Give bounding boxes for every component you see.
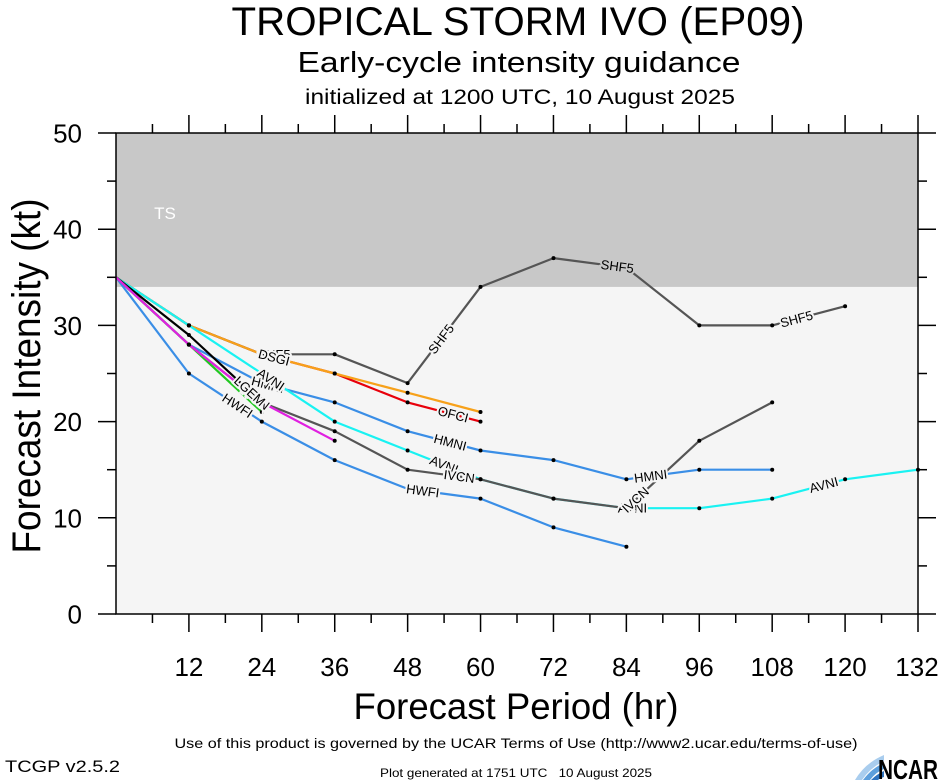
series-line-hwfi xyxy=(115,276,627,548)
data-point-shf5 xyxy=(770,323,775,328)
data-point-hwfi xyxy=(405,486,410,491)
ncar-logo-swoosh-dark xyxy=(871,771,884,780)
data-point-shf5 xyxy=(624,265,629,270)
data-point-series-10 xyxy=(186,342,191,347)
chart-title: TROPICAL STORM IVO (EP09) xyxy=(232,0,805,44)
data-point-hwfi xyxy=(624,544,629,549)
y-tick-label: 40 xyxy=(53,215,82,245)
ncar-logo-swoosh-mid xyxy=(863,763,884,780)
chart-init-time: initialized at 1200 UTC, 10 August 2025 xyxy=(305,86,735,109)
x-tick-label: 36 xyxy=(320,652,349,682)
intensity-band-ts xyxy=(116,133,918,287)
series-label-ivcn: IVCN xyxy=(443,467,476,486)
data-point-hmni xyxy=(624,477,629,482)
series-points xyxy=(186,256,920,549)
y-tick-label: 0 xyxy=(68,600,82,630)
data-point-series-9 xyxy=(259,410,264,414)
data-point-avni xyxy=(186,323,191,328)
data-point-series-10 xyxy=(259,400,264,405)
y-tick-label: 10 xyxy=(53,503,82,533)
data-point-series-10 xyxy=(332,438,337,443)
data-point-hmni xyxy=(259,381,264,386)
series-label-hwfi: HWFI xyxy=(405,481,440,500)
series-label-shf5: SHF5 xyxy=(257,347,290,362)
x-tick-label: 60 xyxy=(466,652,495,682)
data-point-dsgi xyxy=(332,371,337,376)
data-point-shf5 xyxy=(332,352,337,357)
data-point-lgem xyxy=(186,333,191,337)
data-point-avni xyxy=(259,371,264,376)
data-point-ivcn xyxy=(624,506,629,511)
x-tick-label: 96 xyxy=(685,652,714,682)
data-point-dsgi xyxy=(405,390,410,395)
intensity-band-label: TS xyxy=(154,204,176,223)
data-point-hwfi xyxy=(478,496,483,501)
data-point-avni xyxy=(405,448,410,453)
axes: 0 10 20 30 40 50 12 24 36 48 60 72 84 96 108 120 132 xyxy=(53,115,939,682)
data-point-hwfi xyxy=(332,458,337,463)
data-point-hwfi xyxy=(259,419,264,424)
x-tick-label: 48 xyxy=(393,652,422,682)
series-label-shf5: SHF5 xyxy=(600,257,635,276)
ncar-logo: NCAR xyxy=(855,754,938,780)
data-point-shf5 xyxy=(478,284,483,289)
x-tick-label: 12 xyxy=(174,652,203,682)
x-tick-label: 84 xyxy=(612,652,641,682)
data-point-avni xyxy=(770,496,775,501)
data-point-ivcn xyxy=(478,477,483,482)
data-point-shf5 xyxy=(551,256,556,261)
data-point-ivcn xyxy=(332,429,337,434)
data-point-ivcn xyxy=(551,496,556,501)
data-point-hmni xyxy=(478,448,483,453)
x-tick-label: 132 xyxy=(895,652,938,682)
product-version: TCGP v2.5.2 xyxy=(5,757,120,776)
data-point-hmni xyxy=(770,467,775,472)
series-line-series-10 xyxy=(115,276,336,442)
y-tick-label: 50 xyxy=(53,119,82,149)
data-point-dsgi xyxy=(259,352,264,357)
x-axis-title: Forecast Period (hr) xyxy=(354,686,679,727)
y-axis-title: Forecast Intensity (kt) xyxy=(5,199,49,554)
data-point-avni xyxy=(697,506,702,511)
ncar-logo-swoosh-light xyxy=(855,755,884,780)
series-label-avni: AVNI xyxy=(618,501,647,516)
ncar-logo-text: NCAR xyxy=(878,754,938,780)
y-tick-label: 20 xyxy=(53,407,82,437)
data-point-hwfi xyxy=(186,371,191,376)
data-point-ofci xyxy=(405,400,410,405)
data-point-hmni xyxy=(332,400,337,405)
data-point-shf5 xyxy=(843,304,848,309)
data-point-hwfi xyxy=(551,525,556,530)
series-label-hmni: HMNI xyxy=(633,466,668,485)
y-tick-label: 30 xyxy=(53,311,82,341)
data-point-ivcn xyxy=(770,400,775,405)
x-tick-label: 72 xyxy=(539,652,568,682)
data-point-ivcn xyxy=(697,438,702,443)
data-point-hmni xyxy=(405,429,410,434)
data-point-dsgi xyxy=(478,410,483,414)
data-point-ofci xyxy=(478,419,483,424)
x-tick-label: 108 xyxy=(751,652,794,682)
x-tick-label: 24 xyxy=(247,652,276,682)
terms-of-use-notice: Use of this product is governed by the U… xyxy=(175,735,858,751)
data-point-shf5 xyxy=(697,323,702,328)
data-point-avni xyxy=(843,477,848,482)
data-point-shf5 xyxy=(405,381,410,386)
plot-generated-time: Plot generated at 1751 UTC 10 August 202… xyxy=(380,766,652,780)
data-point-avni xyxy=(332,419,337,424)
chart-subtitle: Early-cycle intensity guidance xyxy=(298,47,741,79)
data-point-ivcn xyxy=(405,467,410,472)
data-point-hmni xyxy=(551,458,556,463)
x-tick-label: 120 xyxy=(823,652,866,682)
data-point-hmni xyxy=(697,467,702,472)
